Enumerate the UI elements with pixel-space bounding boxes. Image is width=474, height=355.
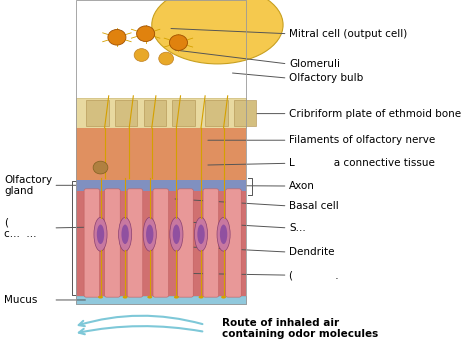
FancyBboxPatch shape	[178, 189, 193, 297]
Ellipse shape	[221, 296, 226, 299]
Ellipse shape	[199, 296, 203, 299]
FancyBboxPatch shape	[105, 189, 120, 297]
Ellipse shape	[152, 0, 283, 64]
Ellipse shape	[98, 296, 103, 299]
Ellipse shape	[97, 224, 104, 244]
Ellipse shape	[118, 217, 132, 251]
FancyBboxPatch shape	[226, 189, 241, 297]
Bar	[76, 128, 246, 181]
Bar	[76, 0, 246, 304]
FancyBboxPatch shape	[84, 189, 100, 297]
Bar	[205, 100, 228, 126]
Ellipse shape	[197, 224, 205, 244]
Bar	[76, 180, 246, 191]
Bar	[86, 100, 109, 126]
Text: (             .: ( .	[289, 270, 339, 280]
Circle shape	[159, 52, 173, 65]
Text: Dendrite: Dendrite	[289, 247, 335, 257]
Ellipse shape	[94, 217, 107, 251]
Ellipse shape	[143, 217, 156, 251]
Circle shape	[108, 29, 126, 45]
Ellipse shape	[220, 224, 227, 244]
Text: L            a connective tissue: L a connective tissue	[289, 158, 435, 168]
Bar	[234, 100, 256, 126]
Text: Axon: Axon	[289, 181, 315, 191]
Bar	[76, 181, 246, 296]
Text: Olfactory
gland: Olfactory gland	[4, 175, 52, 196]
Text: Cribriform plate of ethmoid bone: Cribriform plate of ethmoid bone	[289, 109, 461, 119]
Circle shape	[137, 26, 155, 42]
Ellipse shape	[174, 296, 179, 299]
Ellipse shape	[123, 296, 128, 299]
FancyBboxPatch shape	[203, 189, 219, 297]
Text: Mitral cell (output cell): Mitral cell (output cell)	[289, 29, 408, 39]
Circle shape	[169, 35, 188, 50]
Bar	[173, 100, 195, 126]
FancyBboxPatch shape	[127, 189, 143, 297]
Bar	[144, 100, 166, 126]
Bar	[76, 98, 246, 128]
Text: S...: S...	[289, 223, 306, 233]
Circle shape	[93, 161, 108, 174]
Text: Mucus: Mucus	[4, 295, 37, 305]
Ellipse shape	[173, 224, 180, 244]
Text: Basal cell: Basal cell	[289, 201, 339, 211]
Ellipse shape	[146, 224, 154, 244]
Text: (
c...  ...: ( c... ...	[4, 217, 36, 239]
Ellipse shape	[121, 224, 129, 244]
Circle shape	[134, 49, 149, 61]
Ellipse shape	[170, 217, 183, 251]
Text: Route of inhaled air
containing odor molecules: Route of inhaled air containing odor mol…	[221, 318, 378, 339]
Ellipse shape	[147, 296, 152, 299]
Ellipse shape	[217, 217, 230, 251]
Bar	[76, 296, 246, 304]
Bar	[115, 100, 137, 126]
FancyBboxPatch shape	[153, 189, 169, 297]
Ellipse shape	[194, 217, 208, 251]
Text: Olfactory bulb: Olfactory bulb	[289, 73, 364, 83]
Text: Glomeruli: Glomeruli	[289, 59, 340, 69]
Text: Filaments of olfactory nerve: Filaments of olfactory nerve	[289, 135, 436, 145]
